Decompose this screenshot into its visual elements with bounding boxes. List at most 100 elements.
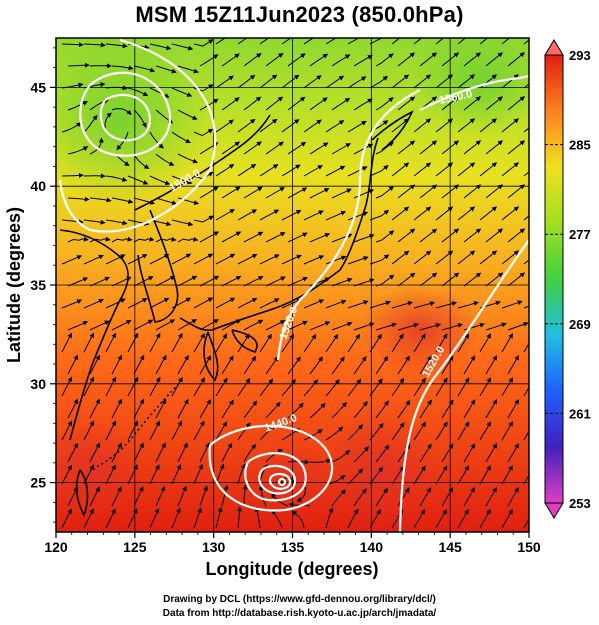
streamline [89,442,100,463]
colorbar-label: 261 [569,406,591,421]
streamline [61,299,83,309]
streamline [111,354,123,375]
contour-1440-inner2 [258,464,297,495]
streamline [325,507,334,529]
streamline [457,508,469,529]
streamline [281,254,302,265]
credit-line-dcl: Drawing by DCL (https://www.gfd-dennou.o… [163,594,436,605]
streamline [193,215,214,223]
streamline [127,376,139,397]
streamline [369,378,383,397]
streamline [309,233,331,243]
streamline [309,142,329,155]
streamline [199,319,220,331]
streamline [171,332,183,353]
streamline [105,332,117,353]
streamline [530,185,546,198]
streamline [523,305,529,309]
streamline [281,164,301,177]
streamline [215,209,235,221]
streamline [369,254,390,265]
streamline [111,442,122,463]
streamline [149,131,164,149]
streamline [391,333,404,353]
streamline [155,319,176,331]
streamline [281,74,300,89]
streamline [193,297,214,309]
streamline [353,488,367,507]
streamline [435,465,448,485]
streamline [413,421,426,441]
streamline [155,354,167,375]
streamline [199,186,219,199]
x-tick-label: 130 [202,539,226,555]
streamline [501,118,519,133]
streamline [391,465,405,485]
streamline [325,120,345,133]
streamline [259,424,276,441]
streamline [303,255,325,265]
streamline [435,118,454,133]
streamline [413,301,436,309]
streamline [397,272,416,287]
streamline [507,272,526,287]
streamline [441,443,454,463]
streamline [111,320,132,331]
streamline [435,333,448,353]
streamline [501,508,513,529]
streamline [215,506,223,529]
streamline [215,377,228,397]
streamline [116,131,129,151]
streamline [501,38,511,45]
streamline [237,118,256,133]
streamline [457,118,476,133]
streamline [83,332,95,353]
streamline [303,119,322,133]
streamline [171,131,191,144]
streamline [530,97,546,110]
streamline [83,508,94,529]
streamline [457,300,480,309]
streamline [265,96,284,111]
contour-1440-outer [208,424,334,512]
streamline [281,210,302,221]
streamline [199,231,220,243]
streamline [127,464,138,485]
streamline [391,250,410,265]
streamline [353,446,369,463]
streamline [523,342,529,353]
streamline [501,465,513,485]
streamline [171,297,192,309]
streamline [391,118,410,133]
streamline [287,232,308,243]
streamline [325,299,347,309]
streamline [127,420,138,441]
coast-kyushu [203,331,219,382]
streamline [369,300,391,309]
streamline [463,487,475,507]
streamline [259,74,278,89]
streamline [149,87,170,98]
streamline [105,298,126,309]
streamline [61,255,83,265]
colorbar-label: 269 [569,317,591,332]
streamline [177,354,189,375]
streamline [523,518,529,529]
streamline [199,355,212,375]
streamline [441,228,460,243]
streamline [507,52,525,67]
streamline [259,209,280,221]
streamline [133,486,144,507]
streamline [177,236,199,243]
streamline [303,210,324,221]
streamline [501,250,520,265]
streamline [485,355,498,375]
streamline [61,464,72,485]
streamline [111,108,132,115]
streamline [89,486,100,507]
streamline [221,442,233,463]
streamline [149,376,161,397]
streamline [61,508,72,529]
streamline [419,228,438,243]
streamline [397,140,416,155]
